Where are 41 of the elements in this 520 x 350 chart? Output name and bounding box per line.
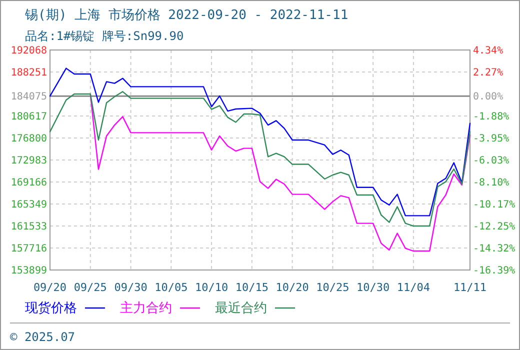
x-tick-label: 10/30 bbox=[356, 281, 390, 294]
y2-tick-label: -14.32% bbox=[473, 244, 516, 255]
line-series bbox=[49, 68, 471, 216]
y-tick-label: 157716 bbox=[10, 244, 47, 254]
y2-tick-label: -10.17% bbox=[473, 199, 516, 210]
x-tick-label: 09/30 bbox=[114, 281, 148, 294]
y2-tick-label: -12.25% bbox=[473, 222, 516, 233]
y2-tick-label: 0.00% bbox=[473, 92, 504, 103]
x-tick-label: 10/25 bbox=[316, 281, 350, 294]
y-tick-label: 169166 bbox=[10, 178, 47, 189]
y2-tick-label: -6.03% bbox=[473, 156, 510, 167]
x-tick-label: 11/11 bbox=[453, 281, 487, 294]
y2-tick-label: -3.95% bbox=[473, 133, 510, 144]
y2-tick-label: -1.88% bbox=[473, 112, 510, 123]
y2-tick-label: -8.10% bbox=[473, 178, 510, 189]
y-tick-label: 172983 bbox=[10, 156, 47, 167]
y-tick-label: 192068 bbox=[10, 46, 47, 56]
y-tick-label: 161533 bbox=[10, 222, 47, 232]
line-series bbox=[49, 91, 471, 227]
legend-label: 最近合约 bbox=[215, 301, 267, 316]
x-tick-label: 11/04 bbox=[396, 281, 430, 294]
y-tick-label: 180617 bbox=[10, 112, 47, 122]
y-tick-label: 188251 bbox=[10, 68, 47, 78]
y2-tick-label: -16.39% bbox=[473, 266, 516, 276]
legend-label: 现货价格 bbox=[25, 301, 77, 316]
x-tick-label: 10/10 bbox=[194, 281, 228, 294]
x-tick-label: 10/20 bbox=[276, 281, 309, 294]
y2-tick-label: 2.27% bbox=[473, 67, 504, 78]
text: © 2025.07 bbox=[10, 330, 76, 344]
chart-title: 锡(期) 上海 市场价格 2022-09-20 - 2022-11-11 bbox=[24, 8, 348, 23]
y-tick-label: 184075 bbox=[10, 92, 47, 103]
y2-tick-label: 4.34% bbox=[473, 46, 504, 56]
y-tick-label: 165349 bbox=[10, 200, 47, 211]
x-tick-label: 09/25 bbox=[74, 281, 107, 294]
legend-label: 主力合约 bbox=[120, 300, 172, 316]
x-tick-label: 09/20 bbox=[33, 281, 67, 294]
y-tick-label: 153899 bbox=[10, 266, 47, 276]
x-tick-label: 10/05 bbox=[154, 281, 188, 294]
chart-subtitle: 品名:1#锡锭 牌号:Sn99.90 bbox=[25, 29, 184, 43]
y-tick-label: 176800 bbox=[10, 134, 47, 144]
x-tick-label: 10/15 bbox=[235, 281, 268, 294]
